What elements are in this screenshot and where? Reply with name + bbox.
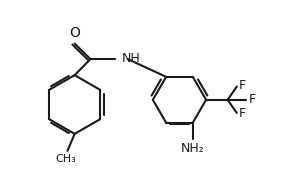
Text: F: F [249,93,256,106]
Text: NH₂: NH₂ [181,142,205,155]
Text: NH: NH [122,52,141,65]
Text: O: O [69,26,80,40]
Text: F: F [239,79,246,92]
Text: F: F [239,108,246,120]
Text: CH₃: CH₃ [56,154,76,164]
